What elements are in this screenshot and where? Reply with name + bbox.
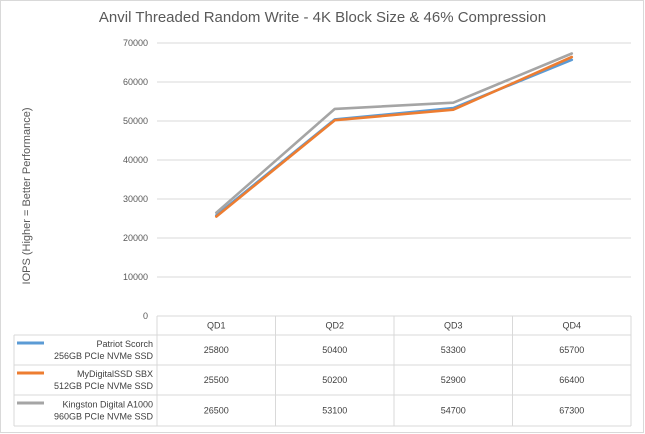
chart-title: Anvil Threaded Random Write - 4K Block S…	[98, 9, 547, 26]
series-line-0	[215, 58, 574, 217]
data-label-s2-QD4: 67300	[559, 406, 584, 416]
y-tick-label-0: 0	[143, 311, 148, 321]
y-tick-label-60000: 60000	[123, 77, 148, 87]
data-label-s2-QD3: 54700	[441, 406, 466, 416]
y-tick-label-40000: 40000	[123, 155, 148, 165]
legend-name-line2-2: 960GB PCIe NVMe SSD	[54, 412, 154, 422]
data-label-s1-QD4: 66400	[559, 375, 584, 385]
grid-layer: 0 10000 20000 30000 40000 50000 60000 70000	[123, 38, 631, 321]
data-label-s0-QD4: 65700	[559, 345, 584, 355]
category-label-QD4: QD4	[562, 321, 581, 331]
y-tick-label-10000: 10000	[123, 272, 148, 282]
category-label-QD3: QD3	[444, 321, 463, 331]
series-lines	[215, 52, 574, 218]
series-line-1	[215, 55, 574, 218]
data-table: QD1 QD2 QD3 QD4 Patriot Scorch 256GB PCIe NVM…	[13, 315, 632, 427]
legend-name-line1-2: Kingston Digital A1000	[62, 400, 153, 410]
data-label-s1-QD3: 52900	[441, 375, 466, 385]
data-label-s2-QD2: 53100	[322, 406, 347, 416]
y-tick-label-30000: 30000	[123, 194, 148, 204]
data-label-s1-QD1: 25500	[204, 375, 229, 385]
y-tick-label-20000: 20000	[123, 233, 148, 243]
legend-name-line1-0: Patriot Scorch	[96, 339, 153, 349]
legend-name-line1-1: MyDigitalSSD SBX	[77, 369, 153, 379]
data-label-s0-QD3: 53300	[441, 345, 466, 355]
data-label-s1-QD2: 50200	[322, 375, 347, 385]
series-line-2	[215, 52, 574, 214]
y-tick-label-50000: 50000	[123, 116, 148, 126]
legend-name-line2-1: 512GB PCIe NVMe SSD	[54, 381, 154, 391]
y-tick-label-70000: 70000	[123, 38, 148, 48]
data-label-s2-QD1: 26500	[204, 406, 229, 416]
category-label-QD2: QD2	[325, 321, 344, 331]
category-label-QD1: QD1	[207, 321, 226, 331]
data-label-s0-QD2: 50400	[322, 345, 347, 355]
legend-name-line2-0: 256GB PCIe NVMe SSD	[54, 351, 154, 361]
data-label-s0-QD1: 25800	[204, 345, 229, 355]
